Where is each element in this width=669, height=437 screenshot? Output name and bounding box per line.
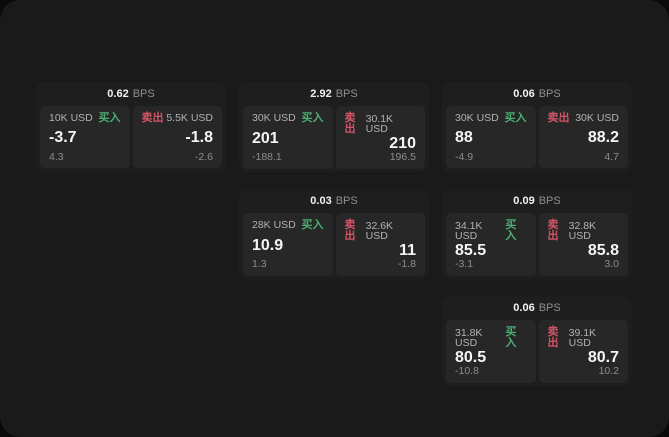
- quote-card-6: 0.06 BPS 31.8K USD 买入 80.5 -10.8 卖出 39.1…: [442, 296, 632, 386]
- sell-change: -1.8: [397, 258, 416, 270]
- bps-header: 0.06 BPS: [446, 296, 628, 320]
- quote-card-4: 0.03 BPS 28K USD 买入 10.9 1.3 卖出 32.6K US…: [239, 189, 429, 279]
- buy-price: 10.9: [252, 236, 284, 254]
- buy-price: 85.5: [455, 242, 487, 259]
- bps-value: 0.03: [310, 194, 332, 207]
- bps-value: 0.06: [513, 301, 535, 314]
- buy-panel[interactable]: 30K USD 买入 201 -188.1: [243, 106, 333, 169]
- buy-panel[interactable]: 34.1K USD 买入 85.5 -3.1: [446, 213, 536, 276]
- sell-size: 5.5K USD: [166, 112, 213, 125]
- buy-panel[interactable]: 31.8K USD 买入 80.5 -10.8: [446, 320, 536, 383]
- quote-card-2: 2.92 BPS 30K USD 买入 201 -188.1 卖出 30.1K …: [239, 82, 429, 172]
- buy-size: 30K USD: [252, 112, 296, 125]
- buy-panel[interactable]: 10K USD 买入 -3.7 4.3: [40, 106, 130, 168]
- buy-change: -4.9: [455, 150, 474, 163]
- quote-card-grid: 0.62 BPS 10K USD 买入 -3.7 4.3 卖出 5.5K USD: [36, 82, 632, 386]
- sell-price: 80.7: [587, 349, 619, 366]
- sell-change: 196.5: [389, 151, 416, 163]
- bps-unit-label: BPS: [538, 301, 561, 314]
- sell-size: 30K USD: [575, 112, 619, 125]
- bps-header: 0.06 BPS: [446, 82, 628, 106]
- sell-size: 32.6K USD: [365, 219, 394, 242]
- sell-panel[interactable]: 卖出 32.8K USD 85.8 3.0: [538, 213, 628, 276]
- sell-size: 30.1K USD: [365, 112, 394, 135]
- bps-unit-label: BPS: [538, 87, 561, 100]
- sell-label: 卖出: [547, 326, 559, 349]
- sell-price: 210: [389, 135, 416, 152]
- sell-panel[interactable]: 卖出 30.1K USD 210 196.5: [335, 106, 425, 169]
- sell-label: 卖出: [344, 112, 356, 135]
- sell-panel[interactable]: 卖出 30K USD 88.2 4.7: [538, 106, 628, 168]
- quote-card-1: 0.62 BPS 10K USD 买入 -3.7 4.3 卖出 5.5K USD: [36, 82, 226, 172]
- buy-label: 买入: [301, 112, 324, 124]
- sell-label: 卖出: [547, 219, 559, 242]
- buy-change: -10.8: [455, 365, 479, 377]
- buy-change: -3.1: [455, 258, 474, 270]
- buy-change: 4.3: [49, 150, 64, 163]
- sell-price: 11: [399, 242, 416, 259]
- buy-size: 28K USD: [252, 219, 296, 232]
- sell-panel[interactable]: 卖出 5.5K USD -1.8 -2.6: [132, 106, 222, 168]
- sell-size: 39.1K USD: [568, 326, 597, 349]
- buy-label: 买入: [98, 112, 121, 124]
- buy-size: 10K USD: [49, 112, 93, 125]
- sell-size: 32.8K USD: [568, 219, 597, 242]
- buy-price: -3.7: [49, 129, 77, 147]
- bps-unit-label: BPS: [132, 87, 155, 100]
- buy-panel[interactable]: 28K USD 买入 10.9 1.3: [243, 213, 333, 276]
- buy-label: 买入: [301, 219, 324, 231]
- bps-unit-label: BPS: [538, 194, 561, 207]
- sell-panel[interactable]: 卖出 39.1K USD 80.7 10.2: [538, 320, 628, 383]
- bps-value: 0.09: [513, 194, 535, 207]
- buy-label: 买入: [505, 219, 517, 242]
- bps-value: 0.62: [107, 87, 129, 100]
- buy-label: 买入: [504, 112, 527, 124]
- sell-label: 卖出: [547, 112, 570, 124]
- buy-size: 30K USD: [455, 112, 499, 125]
- bps-header: 0.03 BPS: [243, 189, 425, 213]
- bps-unit-label: BPS: [335, 194, 358, 207]
- bps-value: 0.06: [513, 87, 535, 100]
- buy-price: 88: [455, 129, 473, 147]
- bps-header: 0.09 BPS: [446, 189, 628, 213]
- sell-change: 3.0: [604, 258, 619, 270]
- buy-label: 买入: [505, 326, 517, 349]
- buy-size: 34.1K USD: [455, 219, 483, 242]
- sell-price: 88.2: [587, 129, 619, 147]
- sell-price: -1.8: [185, 129, 213, 147]
- bps-header: 2.92 BPS: [243, 82, 425, 106]
- buy-panel[interactable]: 30K USD 买入 88 -4.9: [446, 106, 536, 168]
- sell-price: 85.8: [587, 242, 619, 259]
- sell-label: 卖出: [344, 219, 356, 242]
- bps-header: 0.62 BPS: [40, 82, 222, 106]
- sell-change: 10.2: [598, 365, 619, 377]
- buy-change: 1.3: [252, 258, 267, 270]
- buy-change: -188.1: [252, 151, 282, 163]
- bps-unit-label: BPS: [335, 87, 358, 100]
- sell-change: 4.7: [604, 150, 619, 163]
- sell-panel[interactable]: 卖出 32.6K USD 11 -1.8: [335, 213, 425, 276]
- buy-price: 80.5: [455, 349, 487, 366]
- quote-card-3: 0.06 BPS 30K USD 买入 88 -4.9 卖出 30K USD: [442, 82, 632, 172]
- sell-change: -2.6: [194, 150, 213, 163]
- quote-card-5: 0.09 BPS 34.1K USD 买入 85.5 -3.1 卖出 32.8K…: [442, 189, 632, 279]
- bps-value: 2.92: [310, 87, 332, 100]
- buy-price: 201: [252, 129, 279, 147]
- sell-label: 卖出: [141, 112, 164, 124]
- buy-size: 31.8K USD: [455, 326, 483, 349]
